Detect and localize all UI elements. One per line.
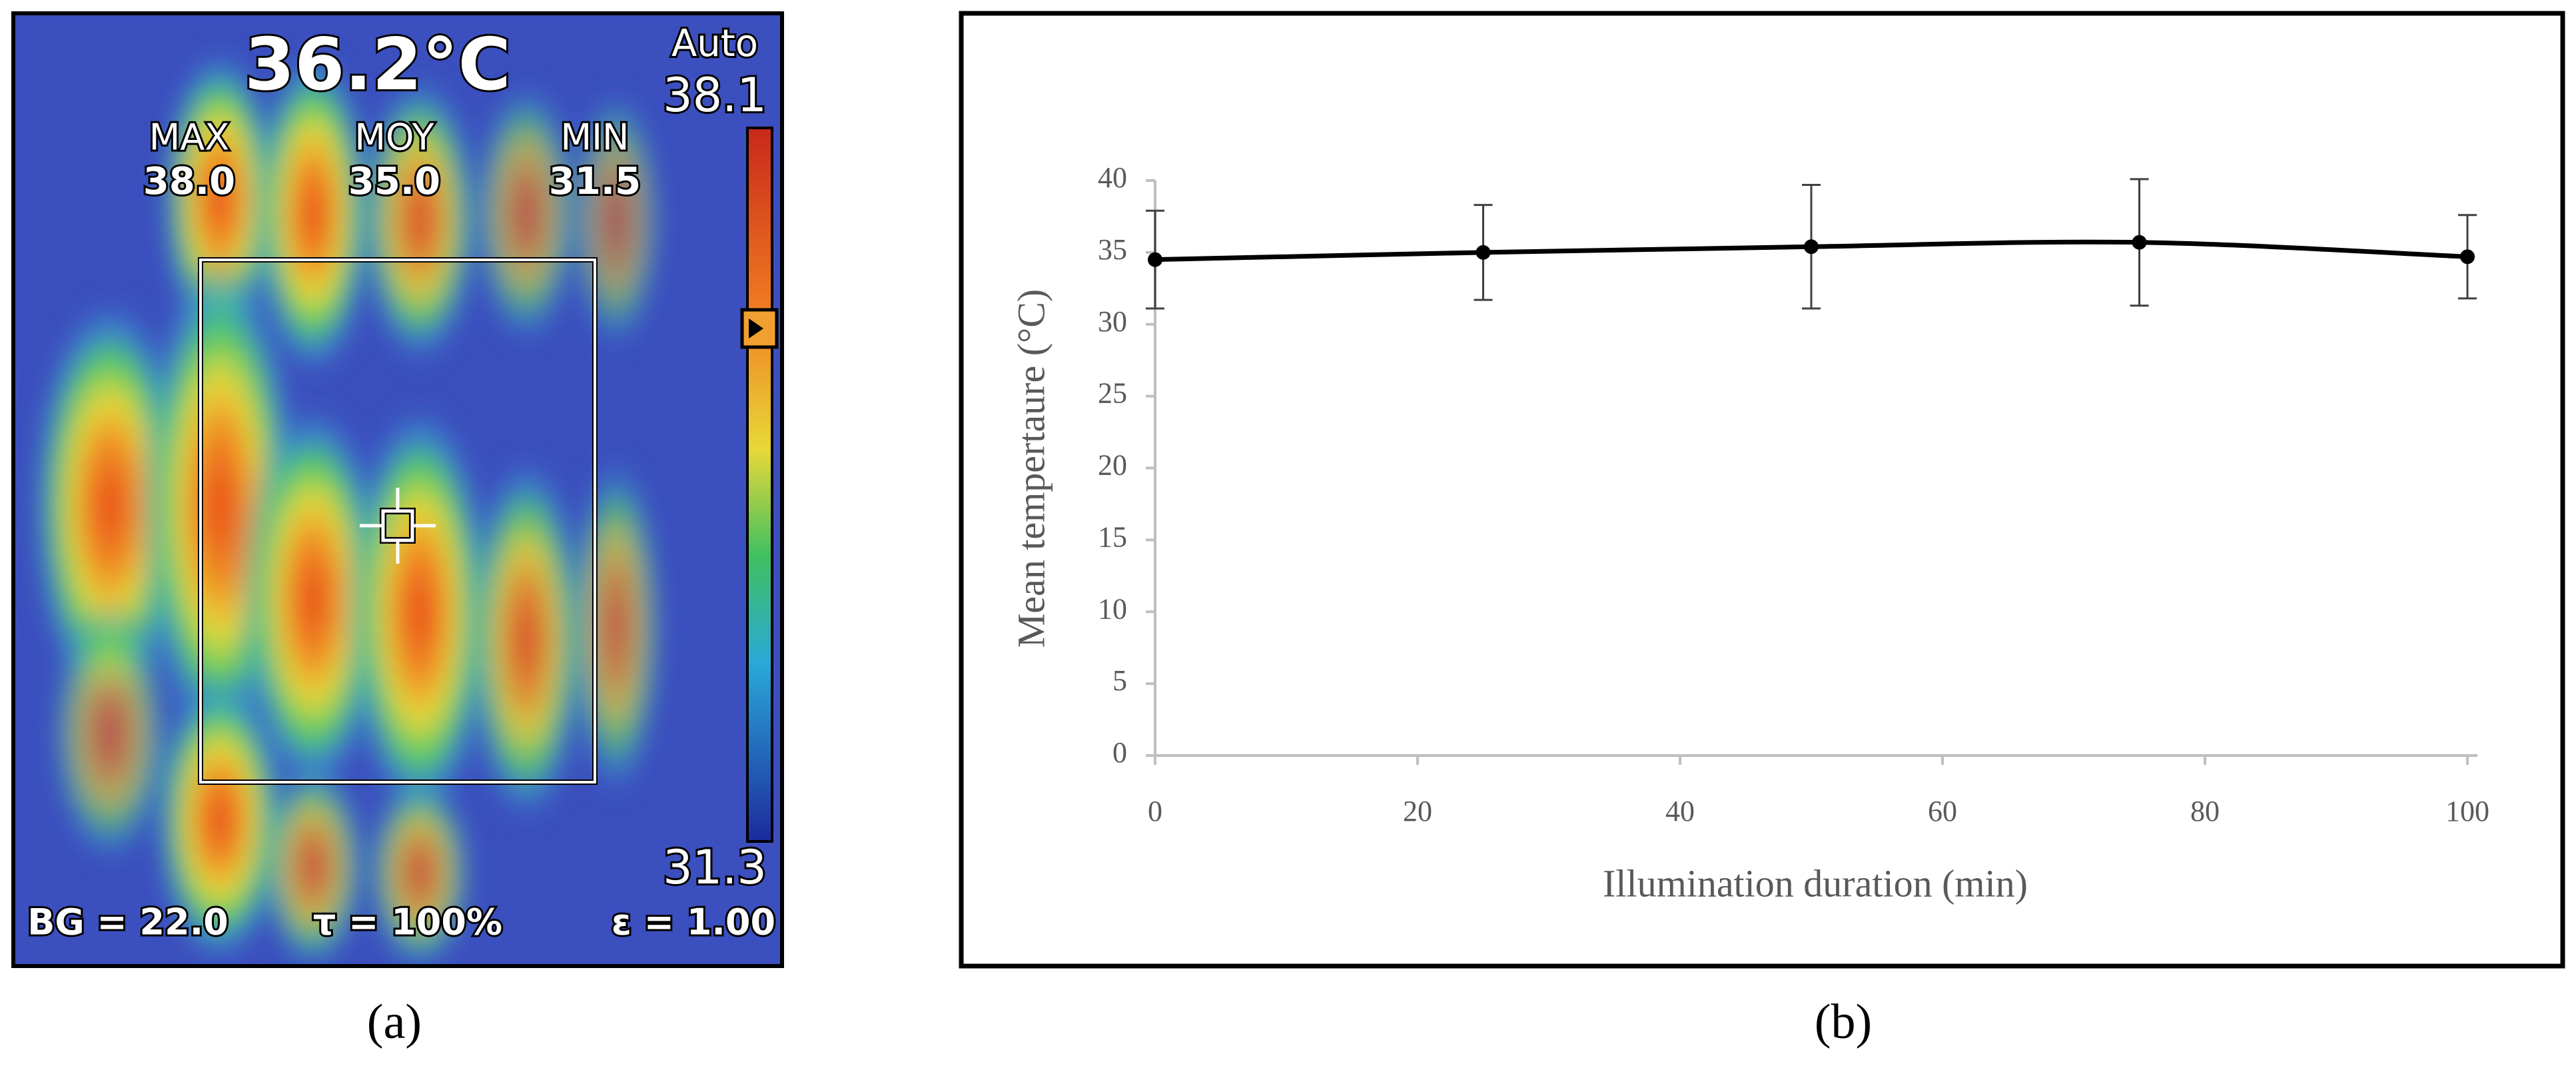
- measure-box-inner: [199, 259, 596, 784]
- x-tick-label: 20: [1403, 795, 1432, 827]
- stat-value: 38.0: [143, 160, 235, 203]
- stat-label: MOY: [354, 117, 434, 159]
- x-tick-label: 80: [2190, 795, 2220, 827]
- line-chart: Illumination duration (min) Mean tempert…: [1009, 161, 2489, 905]
- y-tick-label: 40: [1098, 161, 1127, 194]
- data-point: [2132, 235, 2147, 250]
- data-point: [1804, 239, 1819, 255]
- scale-min: 31.3: [663, 840, 767, 895]
- data-point: [1476, 245, 1491, 260]
- stat-label: MAX: [149, 117, 230, 159]
- thermal-image: 36.2°C Auto 38.1 31.3 MAX 38.0 MOY 35.0 …: [13, 13, 782, 966]
- x-tick-label: 0: [1148, 795, 1162, 827]
- panel-border: [11, 11, 784, 968]
- crosshair: [360, 488, 436, 564]
- footer-text: ε = 1.00: [612, 901, 775, 943]
- stat-value: 31.5: [549, 160, 641, 203]
- panel-label: (b): [1815, 995, 1872, 1049]
- y-tick-label: 25: [1098, 377, 1127, 410]
- panel-label: (a): [367, 995, 422, 1049]
- stat-value: 35.0: [348, 160, 440, 203]
- heat-pattern: [30, 47, 663, 966]
- footer-text: τ = 100%: [313, 901, 502, 943]
- footer-text: BG = 22.0: [27, 901, 228, 943]
- data-point: [2460, 249, 2475, 265]
- y-tick-label: 20: [1098, 449, 1127, 482]
- x-tick-label: 100: [2445, 795, 2489, 827]
- stat-label: MIN: [561, 117, 630, 159]
- y-tick-label: 0: [1112, 736, 1127, 769]
- y-tick-label: 15: [1098, 520, 1127, 553]
- data-point: [1148, 252, 1162, 267]
- color-scale: [746, 127, 773, 843]
- y-axis-title: Mean tempertaure (°C): [1009, 289, 1053, 648]
- y-tick-label: 30: [1098, 305, 1127, 338]
- scale-arrow: [749, 318, 763, 338]
- x-axis-title: Illumination duration (min): [1603, 861, 2028, 905]
- panel-border: [959, 11, 2565, 969]
- spot-temperature: 36.2°C: [244, 23, 511, 107]
- y-tick-label: 35: [1098, 233, 1127, 266]
- scale-max: 38.1: [663, 68, 767, 123]
- x-tick-label: 60: [1928, 795, 1957, 827]
- y-tick-label: 10: [1098, 592, 1127, 625]
- y-tick-label: 5: [1112, 664, 1127, 697]
- x-tick-label: 40: [1665, 795, 1695, 827]
- range-mode: Auto: [671, 22, 758, 65]
